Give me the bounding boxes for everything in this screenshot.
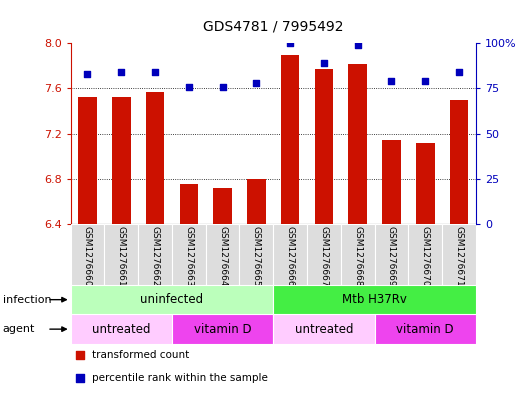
Bar — [416, 143, 435, 224]
Bar — [172, 314, 273, 344]
Text: GSM1276671: GSM1276671 — [454, 226, 463, 286]
Bar — [374, 314, 476, 344]
Bar — [315, 69, 333, 224]
Point — [455, 69, 463, 75]
Text: untreated: untreated — [92, 323, 151, 336]
Text: GSM1276663: GSM1276663 — [184, 226, 194, 286]
Bar — [307, 224, 341, 285]
Bar — [273, 224, 307, 285]
Bar — [78, 97, 97, 224]
Point — [301, 261, 310, 267]
Bar — [138, 224, 172, 285]
Text: GSM1276664: GSM1276664 — [218, 226, 227, 286]
Bar — [450, 100, 468, 224]
Bar — [112, 97, 131, 224]
Bar — [408, 224, 442, 285]
Text: GSM1276665: GSM1276665 — [252, 226, 261, 286]
Point — [388, 78, 396, 84]
Bar — [179, 184, 198, 224]
Bar — [71, 285, 273, 314]
Point — [301, 55, 310, 61]
Bar — [281, 55, 300, 224]
Bar — [146, 92, 164, 224]
Point — [252, 80, 260, 86]
Point — [421, 78, 429, 84]
Bar — [247, 179, 266, 224]
Text: GSM1276662: GSM1276662 — [151, 226, 160, 286]
Bar — [240, 224, 273, 285]
Text: untreated: untreated — [294, 323, 353, 336]
Point — [117, 69, 126, 75]
Point — [83, 71, 92, 77]
Text: GSM1276660: GSM1276660 — [83, 226, 92, 286]
Bar — [71, 314, 172, 344]
Bar — [374, 224, 408, 285]
Text: GSM1276669: GSM1276669 — [387, 226, 396, 286]
Bar — [172, 224, 206, 285]
Bar — [71, 224, 105, 285]
Bar — [382, 140, 401, 224]
Point — [320, 60, 328, 66]
Text: GSM1276661: GSM1276661 — [117, 226, 126, 286]
Bar — [213, 188, 232, 224]
Bar — [273, 285, 476, 314]
Bar — [442, 224, 476, 285]
Bar — [341, 224, 374, 285]
Bar — [348, 64, 367, 224]
Text: infection: infection — [3, 295, 51, 305]
Point — [286, 40, 294, 46]
Text: vitamin D: vitamin D — [396, 323, 454, 336]
Text: GDS4781 / 7995492: GDS4781 / 7995492 — [203, 19, 344, 33]
Bar — [105, 224, 138, 285]
Point — [354, 42, 362, 48]
Text: transformed count: transformed count — [92, 350, 189, 360]
Point — [185, 83, 193, 90]
Bar — [206, 224, 240, 285]
Text: GSM1276670: GSM1276670 — [421, 226, 430, 286]
Bar — [273, 314, 374, 344]
Text: GSM1276666: GSM1276666 — [286, 226, 294, 286]
Text: agent: agent — [3, 324, 35, 334]
Text: GSM1276667: GSM1276667 — [320, 226, 328, 286]
Text: uninfected: uninfected — [140, 293, 203, 306]
Text: GSM1276668: GSM1276668 — [353, 226, 362, 286]
Point — [219, 83, 227, 90]
Point — [151, 69, 159, 75]
Text: Mtb H37Rv: Mtb H37Rv — [342, 293, 407, 306]
Text: vitamin D: vitamin D — [194, 323, 252, 336]
Text: percentile rank within the sample: percentile rank within the sample — [92, 373, 268, 383]
